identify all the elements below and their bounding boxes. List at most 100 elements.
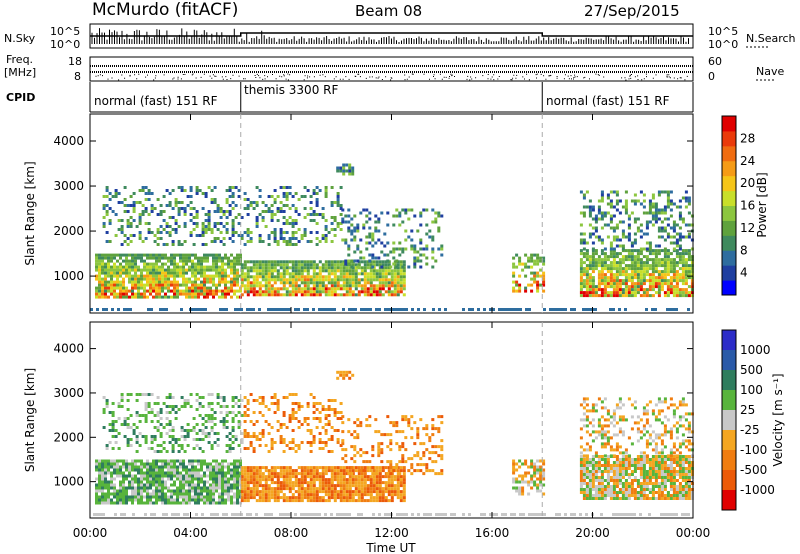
- data-cell: [380, 448, 384, 452]
- data-cell: [279, 441, 283, 444]
- data-cell: [119, 483, 122, 487]
- data-cell: [264, 275, 268, 279]
- data-cell: [141, 204, 145, 207]
- data-cell: [654, 249, 658, 253]
- data-cell: [131, 498, 134, 502]
- data-cell: [678, 252, 682, 256]
- data-cell: [663, 238, 667, 242]
- data-cell: [206, 462, 209, 466]
- data-cell: [309, 478, 313, 482]
- data-cell: [401, 430, 405, 434]
- data-cell: [618, 285, 622, 289]
- data-cell: [339, 204, 343, 207]
- data-cell: [140, 292, 143, 296]
- data-cell: [321, 308, 324, 311]
- data-cell: [102, 225, 106, 228]
- data-cell: [186, 429, 190, 432]
- data-cell: [618, 220, 622, 224]
- data-cell: [306, 493, 310, 497]
- data-cell: [339, 278, 343, 282]
- data-cell: [315, 243, 319, 246]
- data-cell: [366, 287, 370, 291]
- data-cell: [215, 268, 218, 272]
- data-cell: [642, 279, 646, 283]
- data-cell: [422, 454, 426, 458]
- data-cell: [321, 426, 325, 429]
- data-cell: [353, 421, 357, 425]
- data-cell: [182, 474, 185, 478]
- data-cell: [684, 252, 688, 256]
- data-cell: [660, 249, 664, 253]
- data-cell: [594, 252, 598, 256]
- data-cell: [176, 468, 179, 472]
- data-cell: [285, 192, 289, 195]
- data-cell: [398, 430, 402, 434]
- data-cell: [684, 235, 688, 239]
- data-cell: [252, 201, 256, 204]
- data-cell: [203, 474, 206, 478]
- data-cell: [588, 461, 592, 464]
- data-cell: [137, 253, 140, 257]
- data-cell: [213, 198, 217, 201]
- data-cell: [210, 426, 214, 429]
- data-cell: [264, 293, 268, 297]
- data-cell: [306, 499, 310, 503]
- data-cell: [155, 471, 158, 475]
- data-cell: [264, 287, 268, 291]
- data-cell: [261, 496, 265, 500]
- data-cell: [201, 450, 205, 453]
- data-cell: [609, 247, 613, 251]
- data-cell: [306, 240, 310, 243]
- data-cell: [384, 466, 388, 470]
- data-cell: [582, 232, 586, 236]
- data-cell: [389, 466, 393, 470]
- data-cell: [279, 207, 283, 210]
- data-cell: [279, 426, 283, 429]
- data-cell: [98, 498, 101, 502]
- data-cell: [419, 265, 423, 269]
- data-cell: [203, 271, 206, 275]
- data-cell: [591, 247, 595, 251]
- data-cell: [141, 414, 145, 417]
- data-cell: [527, 483, 531, 487]
- data-cell: [173, 489, 176, 493]
- data-cell: [170, 459, 173, 463]
- mode-label: themis 3300 RF: [244, 83, 339, 97]
- data-cell: [189, 231, 193, 234]
- data-cell: [246, 432, 250, 435]
- data-cell: [318, 308, 321, 311]
- data-cell: [149, 274, 152, 278]
- data-cell: [527, 492, 531, 496]
- data-cell: [395, 208, 399, 212]
- data-cell: [393, 487, 397, 491]
- data-cell: [539, 459, 543, 463]
- data-cell: [392, 250, 396, 254]
- data-cell: [657, 252, 661, 256]
- data-cell: [200, 271, 203, 275]
- data-cell: [212, 277, 215, 281]
- data-cell: [678, 247, 682, 251]
- data-cell: [252, 466, 256, 470]
- data-cell: [306, 263, 310, 267]
- data-cell: [236, 498, 239, 502]
- data-cell: [375, 478, 379, 482]
- data-cell: [218, 462, 221, 466]
- data-cell: [105, 195, 109, 198]
- data-cell: [318, 417, 322, 420]
- data-cell: [645, 279, 649, 283]
- data-cell: [684, 267, 688, 271]
- data-cell: [342, 308, 345, 311]
- data-cell: [276, 269, 280, 273]
- data-cell: [624, 205, 628, 209]
- data-cell: [140, 286, 143, 290]
- data-cell: [660, 220, 664, 224]
- data-cell: [137, 268, 140, 272]
- data-cell: [300, 466, 304, 470]
- data-cell: [200, 495, 203, 499]
- data-cell: [191, 286, 194, 290]
- data-cell: [102, 195, 106, 198]
- data-cell: [170, 253, 173, 257]
- data-cell: [228, 447, 232, 450]
- data-cell: [246, 269, 250, 273]
- data-cell: [119, 262, 122, 266]
